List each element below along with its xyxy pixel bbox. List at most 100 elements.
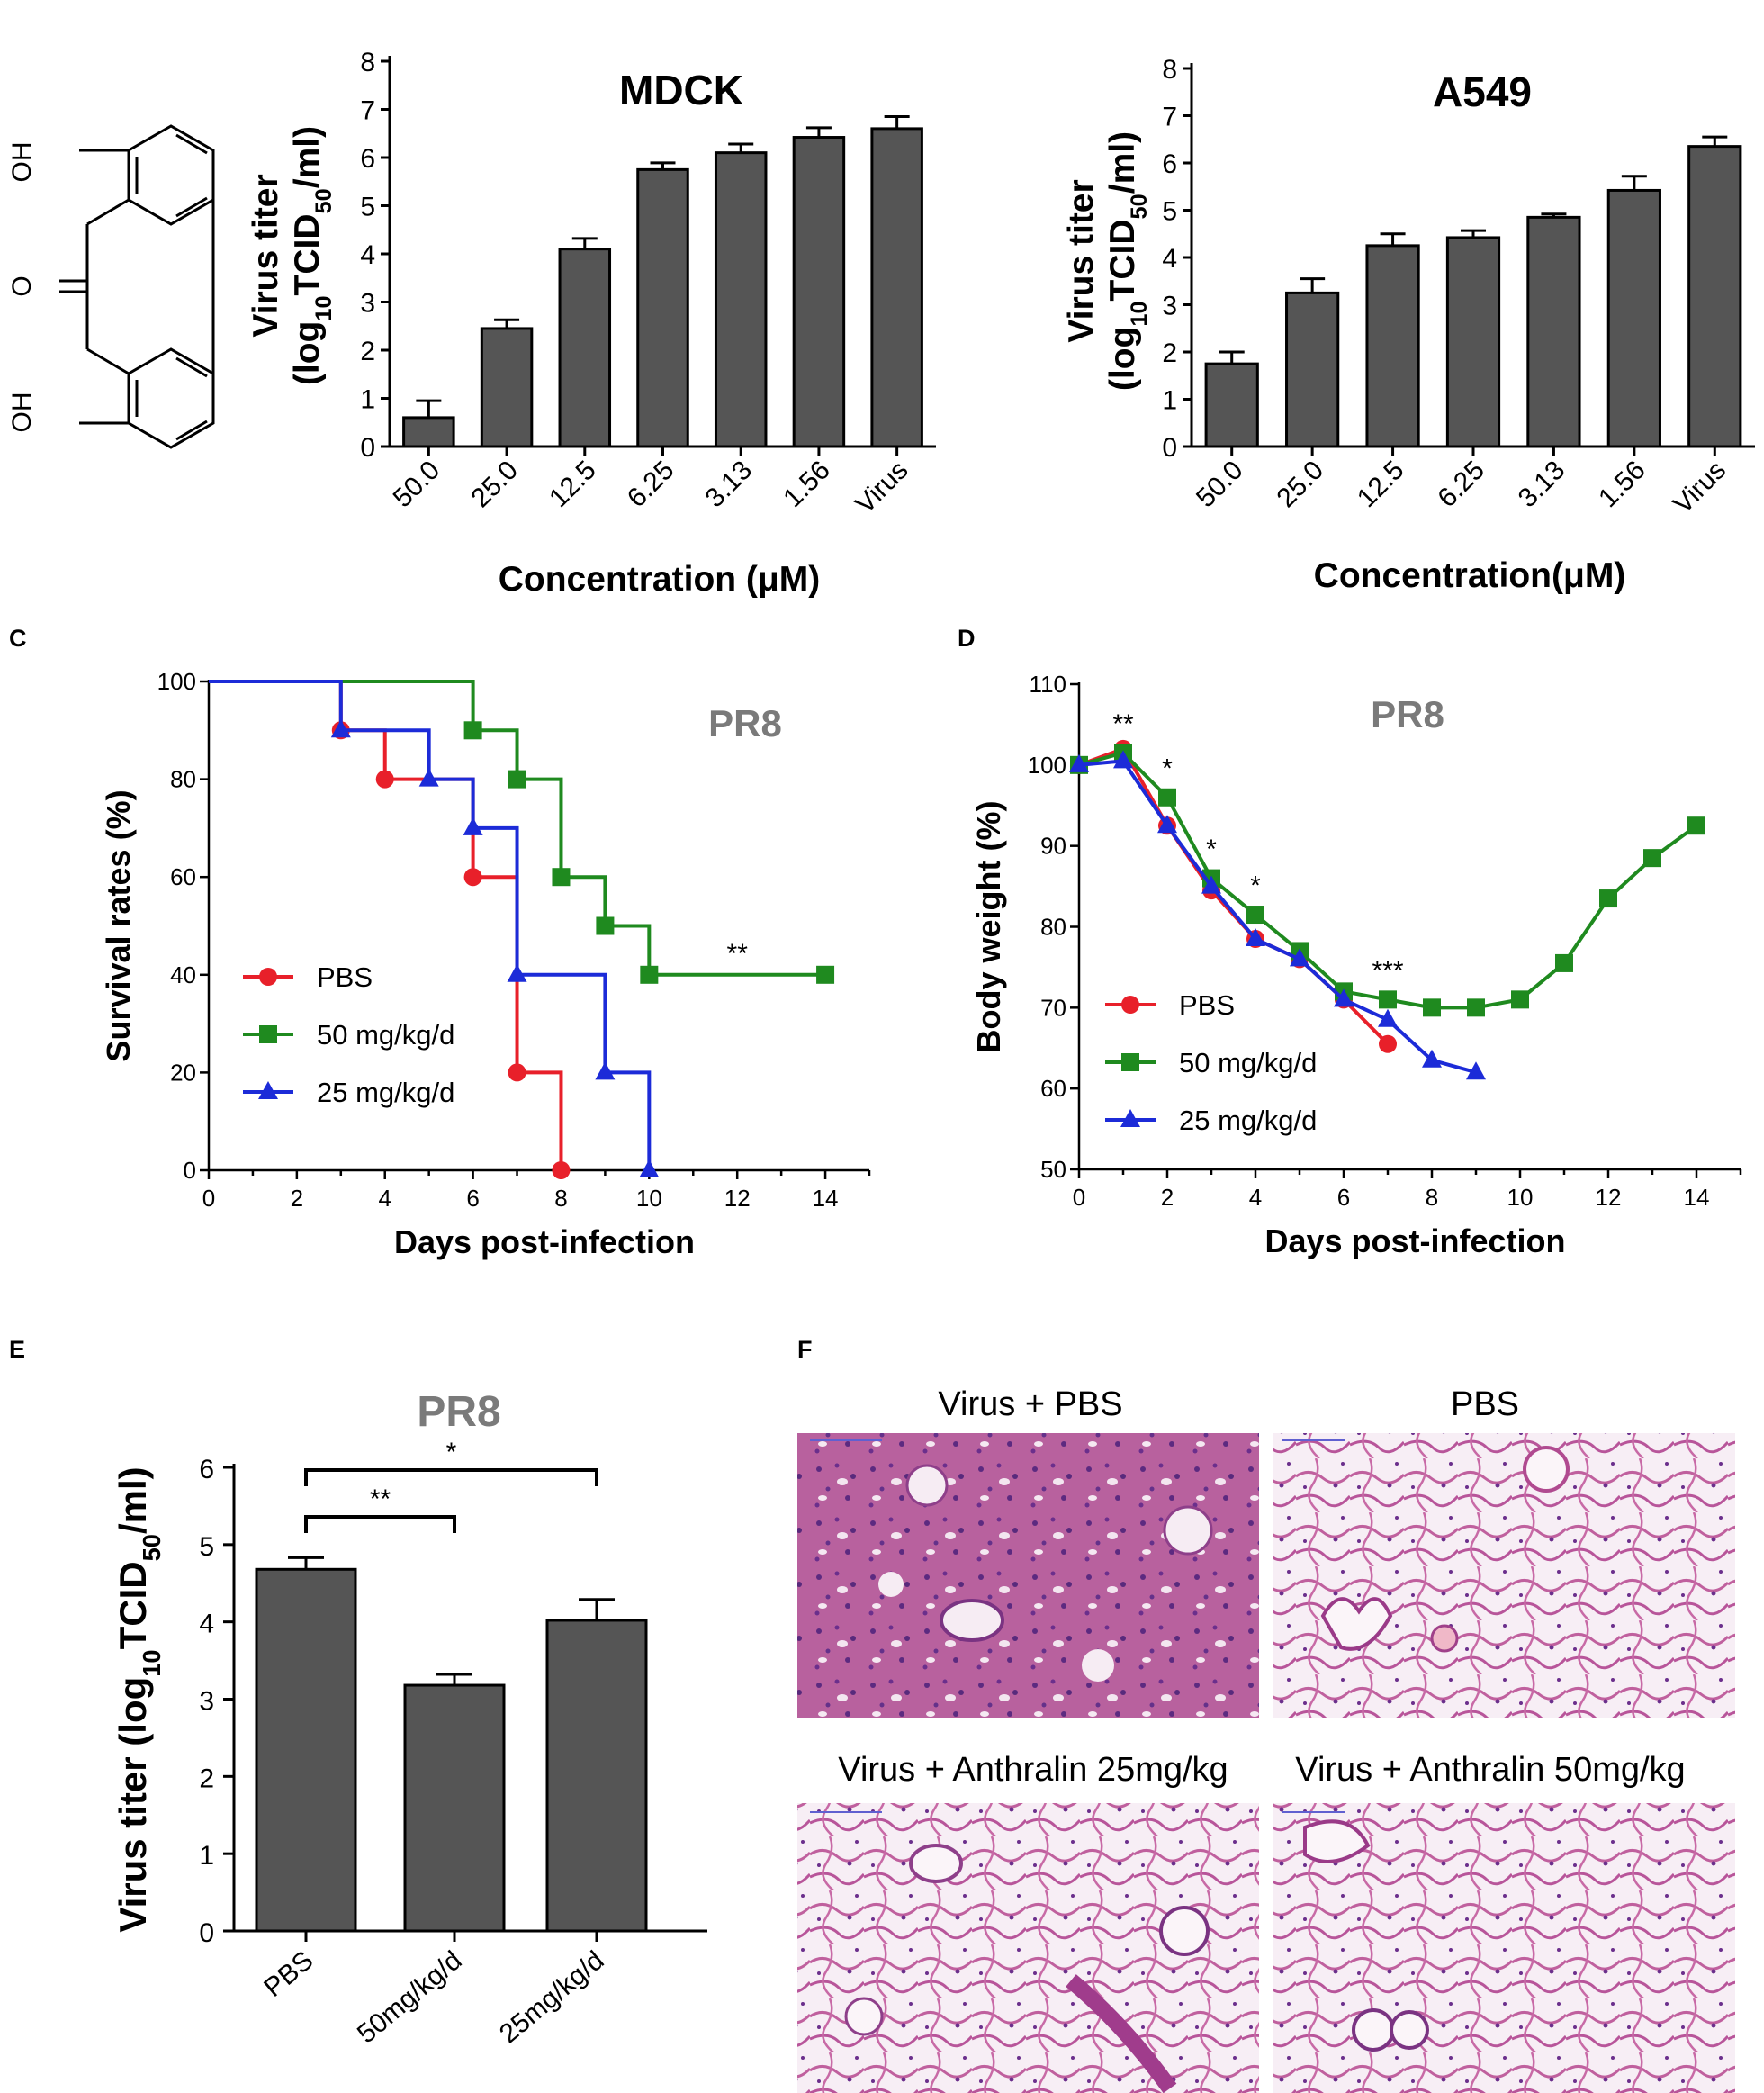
y-tick-label: 7 <box>360 96 375 126</box>
legend-label: 25 mg/kg/d <box>1179 1105 1317 1136</box>
x-tick-label: 2 <box>291 1185 303 1212</box>
bar <box>1365 244 1420 448</box>
significance-label: ** <box>1112 709 1134 739</box>
y-tick-label: 1 <box>199 1841 214 1871</box>
ring-bottom <box>127 347 215 449</box>
data-point <box>508 1063 526 1082</box>
legend-label: 50 mg/kg/d <box>1179 1047 1317 1078</box>
histology-caption-anthralin-50: Virus + Anthralin 50mg/kg <box>1295 1751 1685 1789</box>
x-tick-label: 10 <box>1508 1184 1534 1211</box>
data-point <box>1113 750 1133 769</box>
chart-mdck: 0 1 2 3 4 5 6 7 8 50.0 25.0 12.5 6.25 3.13 1.56 Virus MD… <box>247 48 936 599</box>
data-point <box>1423 998 1441 1017</box>
data-point <box>816 965 835 984</box>
x-tick-label: 50mg/kg/d <box>352 1945 468 2049</box>
bar <box>545 1619 648 1933</box>
data-point <box>1643 849 1661 868</box>
x-tick-label: 50.0 <box>1191 456 1249 514</box>
x-tick-label: 12 <box>724 1185 751 1212</box>
data-point <box>1246 906 1264 925</box>
x-tick-label: PBS <box>258 1945 319 2003</box>
bar <box>480 327 534 448</box>
y-tick-label: 6 <box>1162 149 1177 179</box>
panel-label-d: D <box>958 625 976 652</box>
chart-title: MDCK <box>619 67 743 113</box>
data-point <box>595 1061 616 1080</box>
bar <box>1526 215 1581 448</box>
y-tick-label: 5 <box>360 193 375 222</box>
y-tick-label: 20 <box>170 1059 196 1086</box>
x-tick-label: 10 <box>636 1185 662 1212</box>
y-tick-label: 2 <box>199 1764 214 1793</box>
y-tick-label: 8 <box>1162 55 1177 85</box>
x-tick-label: 50.0 <box>388 456 446 514</box>
x-axis-title: Days post-infection <box>394 1223 695 1260</box>
x-tick-label: 1.56 <box>778 456 836 514</box>
ketone-oxygen-label: O <box>7 275 37 296</box>
significance-label: * <box>1206 834 1217 864</box>
y-tick-label: 100 <box>158 668 196 695</box>
data-point <box>464 721 482 740</box>
y-tick-label: 0 <box>184 1157 196 1184</box>
bar <box>1606 188 1661 448</box>
legend-marker <box>258 1081 278 1099</box>
y-tick-label: 3 <box>1162 292 1177 321</box>
data-point <box>1379 1034 1397 1053</box>
hydroxyl-bottom-label: OH <box>7 392 37 433</box>
bar <box>870 127 923 448</box>
panel-label-c: C <box>9 625 27 652</box>
data-point <box>375 770 394 789</box>
x-tick-label: 4 <box>1249 1184 1262 1211</box>
data-point <box>639 1159 660 1177</box>
y-tick-label: 60 <box>170 863 196 890</box>
histology-caption-anthralin-25: Virus + Anthralin 25mg/kg <box>838 1751 1228 1789</box>
x-axis-title: Days post-infection <box>1264 1222 1565 1259</box>
y-axis-title: Survival rates (%) <box>100 789 137 1061</box>
legend-label: 50 mg/kg/d <box>317 1019 454 1051</box>
bar <box>402 416 455 448</box>
y-tick-label: 2 <box>360 337 375 366</box>
legend-label: PBS <box>317 961 373 993</box>
y-tick-label: 6 <box>360 144 375 174</box>
bar <box>558 248 612 448</box>
y-tick-label: 6 <box>199 1455 214 1484</box>
data-point <box>552 1161 571 1179</box>
significance-label: * <box>446 1438 457 1467</box>
x-tick-label: Virus <box>850 456 914 519</box>
y-tick-label: 4 <box>1162 244 1177 274</box>
data-point <box>1069 753 1089 772</box>
x-axis-title: Concentration(μM) <box>1314 556 1626 595</box>
x-tick-label: 6 <box>1337 1184 1350 1211</box>
x-tick-label: 25mg/kg/d <box>494 1945 610 2049</box>
y-axis-title: Body weight (%) <box>970 801 1007 1053</box>
data-point <box>1511 990 1529 1009</box>
panel-label-f: F <box>797 1336 813 1363</box>
data-point <box>1158 788 1176 807</box>
bar <box>1688 145 1742 448</box>
significance-label: ** <box>370 1484 392 1514</box>
data-point <box>1467 998 1485 1017</box>
significance-bracket <box>304 1468 598 1486</box>
chart-a549: 0 1 2 3 4 5 6 7 8 50.0 25.0 12.5 6.25 3.13 1.56 Virus A5… <box>1062 55 1755 595</box>
bar <box>1204 362 1259 448</box>
x-tick-label: 12.5 <box>544 456 602 514</box>
data-point <box>507 963 527 982</box>
histology-caption-virus-pbs: Virus + PBS <box>938 1385 1122 1423</box>
data-point <box>1555 953 1573 972</box>
x-tick-label: 4 <box>378 1185 391 1212</box>
x-tick-label: 6 <box>466 1185 479 1212</box>
y-tick-label: 110 <box>1030 671 1066 698</box>
bar <box>1445 236 1501 448</box>
x-tick-label: 14 <box>813 1185 839 1212</box>
series-line <box>1078 759 1477 1075</box>
y-tick-label: 2 <box>1162 338 1177 368</box>
data-point <box>1422 1049 1442 1068</box>
y-tick-label: 4 <box>199 1610 214 1639</box>
significance-label: * <box>1250 871 1261 901</box>
legend-marker <box>1120 1109 1140 1127</box>
x-tick-label: 25.0 <box>465 456 524 514</box>
histology-image-pbs <box>1274 1433 1735 1718</box>
y-tick-label: 1 <box>1162 386 1177 416</box>
